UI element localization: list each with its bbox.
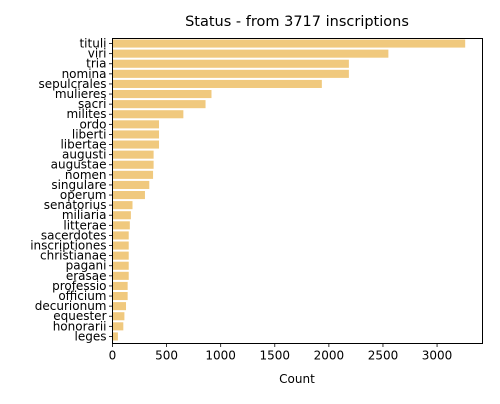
plot-frame [112, 38, 483, 344]
x-tick-label: 500 [155, 349, 178, 363]
bar-ordo [112, 120, 160, 129]
bar-senatorius [112, 201, 133, 210]
bar-mulieres [112, 90, 212, 99]
x-tick-label: 0 [109, 349, 117, 363]
x-tick-label: 1500 [260, 349, 291, 363]
y-tick-label: sepulcrales [38, 77, 106, 91]
y-tick-label: libertae [60, 138, 106, 152]
x-axis: 0 500 1000 1500 2000 2500 3000 [109, 343, 453, 363]
y-tick-label: viri [88, 47, 107, 61]
x-tick-label: 3000 [422, 349, 453, 363]
bar-sacri [112, 100, 206, 109]
bar-tituli [112, 39, 466, 48]
bars-group [112, 39, 466, 341]
bar-nomen [112, 170, 154, 179]
bar-operum [112, 191, 145, 200]
y-tick-label: sacri [78, 97, 106, 111]
bar-decurionum [112, 302, 127, 311]
bar-equester [112, 312, 125, 321]
y-axis: tituliviritrianominasepulcralesmulieress… [30, 37, 113, 343]
y-tick-label: liberti [72, 127, 107, 141]
bar-erasae [112, 271, 129, 280]
x-axis-label: Count [279, 372, 315, 386]
y-tick-label: officium [58, 289, 106, 303]
bar-professio [112, 281, 128, 290]
bar-litterae [112, 221, 130, 230]
bar-christianae [112, 251, 129, 260]
chart-title: Status - from 3717 inscriptions [185, 14, 409, 30]
y-tick-label: ordo [79, 117, 106, 131]
y-tick-label: erasae [66, 269, 107, 283]
y-tick-label: mulieres [55, 87, 107, 101]
bar-augustae [112, 160, 154, 169]
y-tick-label: honorarii [53, 319, 107, 333]
bar-tria [112, 59, 349, 68]
bar-inscriptiones [112, 241, 129, 250]
bar-sepulcrales [112, 79, 322, 88]
bar-leges [112, 332, 118, 341]
bar-honorarii [112, 322, 124, 331]
y-tick-label: sacerdotes [41, 228, 107, 242]
bar-nomina [112, 69, 349, 78]
bar-sacerdotes [112, 231, 129, 240]
bar-miliaria [112, 211, 131, 220]
y-tick-label: augusti [62, 148, 106, 162]
y-tick-label: inscriptiones [30, 239, 106, 253]
y-tick-label: tituli [79, 37, 106, 51]
y-tick-label: augustae [51, 158, 107, 172]
y-tick-label: litterae [63, 218, 106, 232]
y-tick-label: decurionum [35, 299, 107, 313]
y-tick-label: professio [52, 279, 106, 293]
y-tick-label: nomen [65, 168, 107, 182]
x-tick-label: 2000 [314, 349, 345, 363]
bar-liberti [112, 130, 160, 139]
y-tick-label: miliaria [62, 208, 107, 222]
y-tick-label: tria [86, 57, 106, 71]
bar-pagani [112, 261, 129, 270]
y-tick-label: operum [60, 188, 107, 202]
y-tick-label: pagani [66, 259, 107, 273]
y-tick-label: milites [66, 107, 106, 121]
bar-augusti [112, 150, 154, 159]
bar-officium [112, 291, 128, 301]
y-tick-label: singulare [51, 178, 106, 192]
y-tick-label: senatorius [44, 198, 107, 212]
y-tick-label: leges [75, 329, 107, 343]
x-tick-label: 2500 [368, 349, 399, 363]
y-tick-label: nomina [62, 67, 107, 81]
bar-viri [112, 49, 389, 58]
y-tick-label: christianae [40, 249, 106, 263]
bar-singulare [112, 180, 150, 189]
y-tick-label: equester [53, 309, 106, 323]
bar-milites [112, 110, 184, 119]
x-tick-label: 1000 [205, 349, 236, 363]
bar-libertae [112, 140, 160, 149]
